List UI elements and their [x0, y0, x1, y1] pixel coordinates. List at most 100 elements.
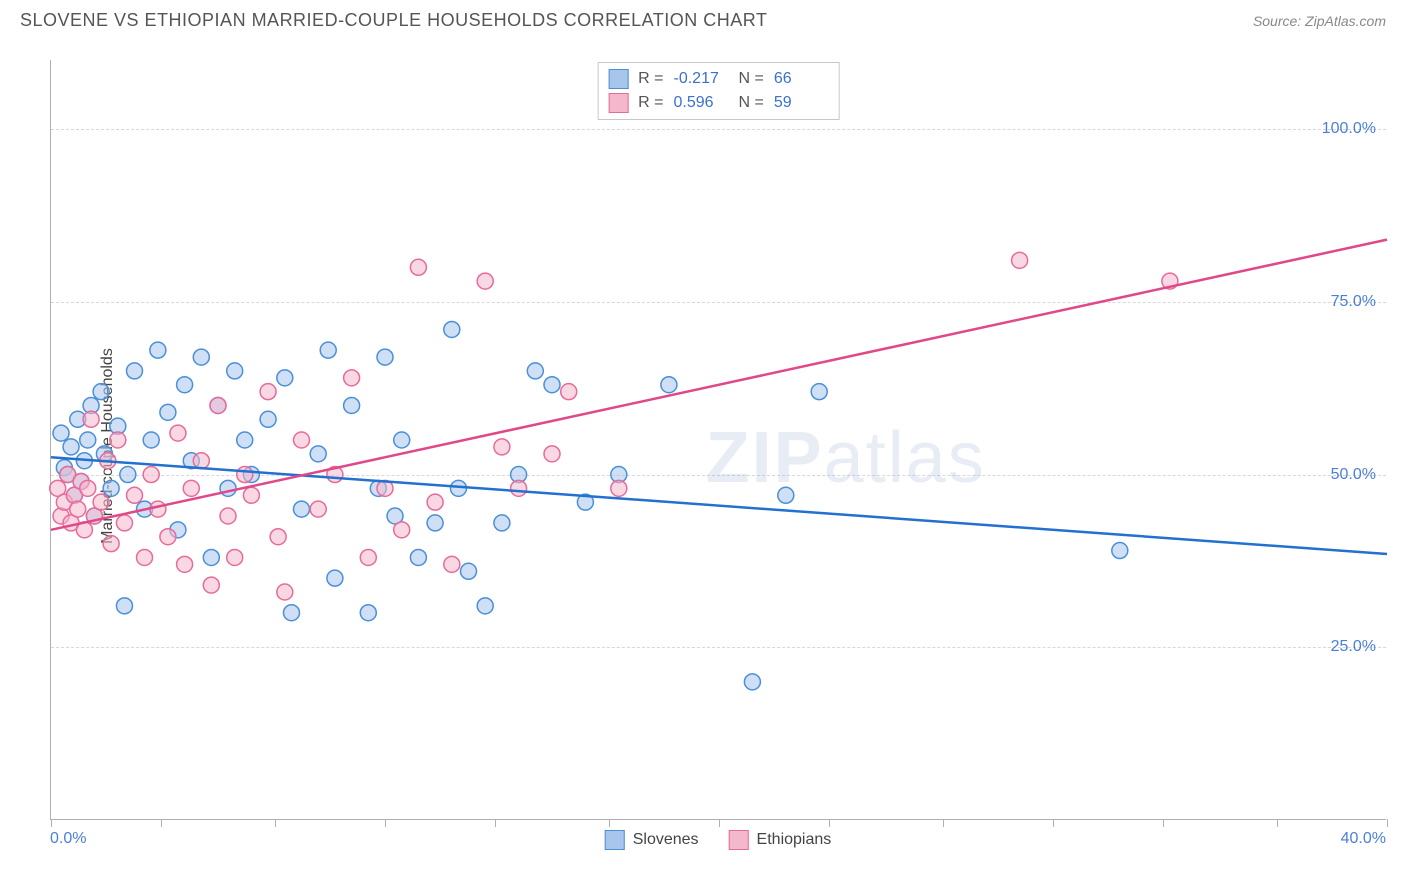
scatter-point: [561, 384, 577, 400]
x-axis-min-label: 0.0%: [50, 830, 86, 848]
x-tick: [51, 819, 52, 827]
scatter-point: [778, 487, 794, 503]
scatter-point: [127, 487, 143, 503]
x-tick: [1053, 819, 1054, 827]
scatter-point: [360, 549, 376, 565]
scatter-point: [220, 508, 236, 524]
scatter-point: [193, 349, 209, 365]
scatter-point: [260, 411, 276, 427]
scatter-point: [193, 453, 209, 469]
legend-item: Slovenes: [605, 830, 699, 850]
scatter-point: [80, 480, 96, 496]
scatter-point: [277, 584, 293, 600]
scatter-point: [1012, 252, 1028, 268]
scatter-point: [344, 397, 360, 413]
scatter-point: [120, 467, 136, 483]
stat-n-label: N =: [739, 94, 764, 112]
legend-swatch: [608, 69, 628, 89]
scatter-point: [744, 674, 760, 690]
scatter-point: [227, 363, 243, 379]
scatter-point: [80, 432, 96, 448]
legend-swatch: [729, 830, 749, 850]
scatter-point: [294, 501, 310, 517]
series-legend: Slovenes Ethiopians: [605, 830, 832, 850]
x-tick: [1277, 819, 1278, 827]
legend-item: Ethiopians: [729, 830, 832, 850]
x-tick: [719, 819, 720, 827]
scatter-point: [283, 605, 299, 621]
chart-plot-area: 25.0%50.0%75.0%100.0% ZIPatlas R =-0.217…: [50, 60, 1386, 820]
scatter-point: [360, 605, 376, 621]
x-tick: [275, 819, 276, 827]
legend-series-name: Slovenes: [633, 831, 699, 849]
scatter-point: [544, 377, 560, 393]
scatter-point: [203, 549, 219, 565]
scatter-point: [237, 432, 253, 448]
scatter-point: [116, 515, 132, 531]
scatter-point: [203, 577, 219, 593]
stat-r-label: R =: [638, 70, 663, 88]
scatter-point: [63, 439, 79, 455]
legend-swatch: [608, 93, 628, 113]
regression-line: [51, 457, 1387, 554]
scatter-plot-svg: [51, 60, 1386, 819]
x-tick: [1387, 819, 1388, 827]
x-tick: [161, 819, 162, 827]
stat-n-label: N =: [739, 70, 764, 88]
scatter-point: [410, 259, 426, 275]
legend-series-name: Ethiopians: [757, 831, 832, 849]
scatter-point: [83, 411, 99, 427]
scatter-point: [53, 425, 69, 441]
scatter-point: [160, 404, 176, 420]
scatter-point: [243, 487, 259, 503]
scatter-point: [270, 529, 286, 545]
scatter-point: [394, 432, 410, 448]
stat-n-value: 59: [774, 94, 829, 112]
x-tick: [385, 819, 386, 827]
scatter-point: [143, 467, 159, 483]
scatter-point: [143, 432, 159, 448]
scatter-point: [661, 377, 677, 393]
scatter-point: [327, 570, 343, 586]
scatter-point: [70, 501, 86, 517]
scatter-point: [477, 273, 493, 289]
x-tick: [943, 819, 944, 827]
scatter-point: [427, 494, 443, 510]
scatter-point: [93, 494, 109, 510]
scatter-point: [511, 480, 527, 496]
scatter-point: [177, 377, 193, 393]
scatter-point: [811, 384, 827, 400]
scatter-point: [461, 563, 477, 579]
x-axis-max-label: 40.0%: [1341, 830, 1386, 848]
scatter-point: [116, 598, 132, 614]
x-tick: [609, 819, 610, 827]
scatter-point: [227, 549, 243, 565]
scatter-point: [170, 425, 186, 441]
scatter-point: [177, 556, 193, 572]
stat-legend-row: R =-0.217N =66: [608, 67, 829, 91]
scatter-point: [377, 349, 393, 365]
stat-legend-row: R =0.596N =59: [608, 91, 829, 115]
scatter-point: [103, 480, 119, 496]
scatter-point: [137, 549, 153, 565]
scatter-point: [93, 384, 109, 400]
x-tick: [495, 819, 496, 827]
scatter-point: [527, 363, 543, 379]
scatter-point: [410, 549, 426, 565]
scatter-point: [310, 446, 326, 462]
scatter-point: [237, 467, 253, 483]
scatter-point: [210, 397, 226, 413]
scatter-point: [220, 480, 236, 496]
scatter-point: [310, 501, 326, 517]
scatter-point: [160, 529, 176, 545]
x-tick: [829, 819, 830, 827]
scatter-point: [110, 432, 126, 448]
stat-n-value: 66: [774, 70, 829, 88]
stat-r-label: R =: [638, 94, 663, 112]
scatter-point: [1112, 543, 1128, 559]
x-tick: [1163, 819, 1164, 827]
scatter-point: [394, 522, 410, 538]
x-axis-labels: 0.0% Slovenes Ethiopians 40.0%: [50, 830, 1386, 860]
scatter-point: [611, 480, 627, 496]
chart-title: SLOVENE VS ETHIOPIAN MARRIED-COUPLE HOUS…: [20, 10, 767, 31]
